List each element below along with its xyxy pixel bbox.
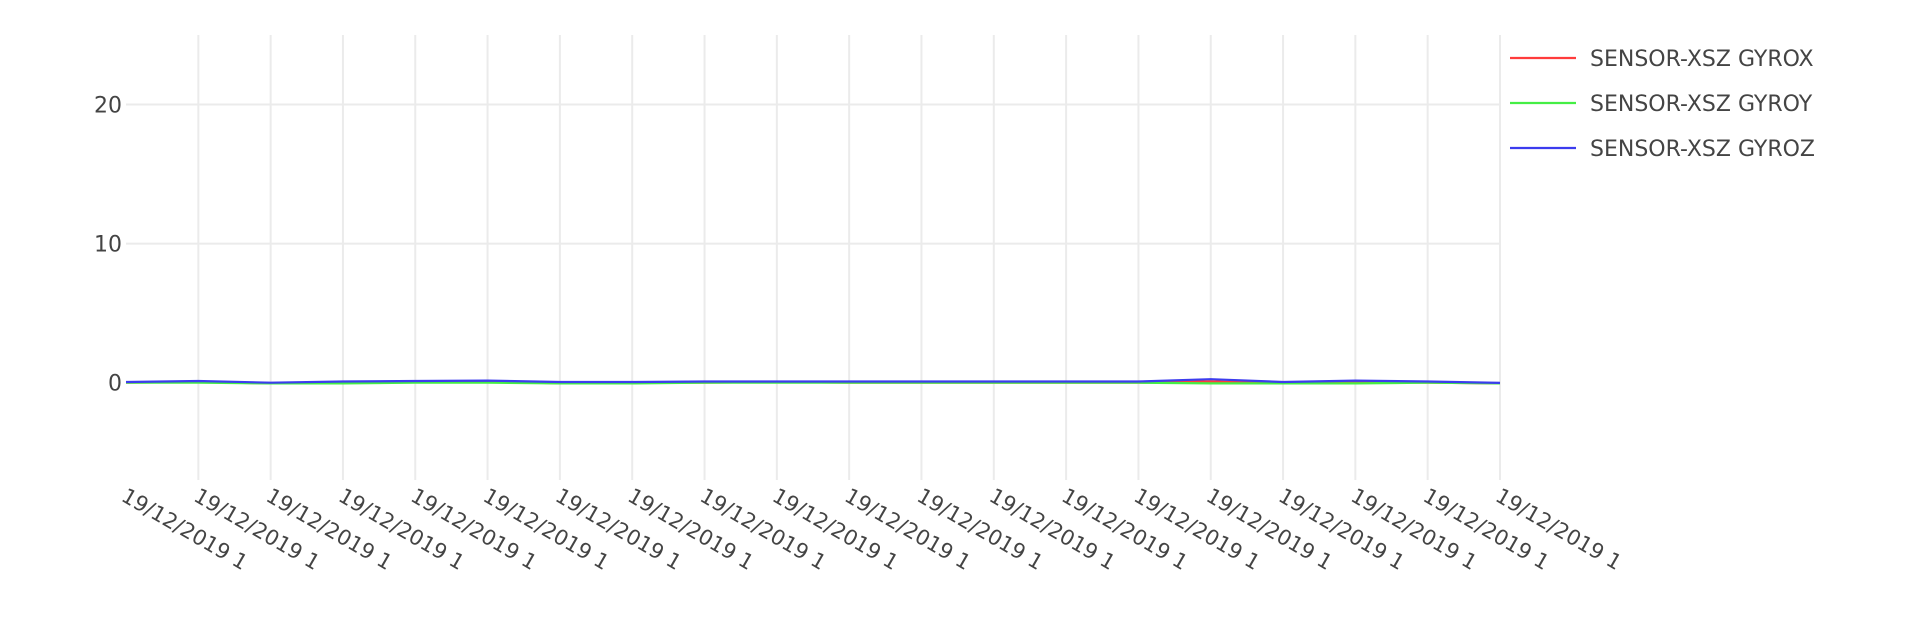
- series-line-2: [126, 381, 1501, 385]
- grid: [126, 35, 1501, 480]
- legend-label: SENSOR-XSZ GYROZ: [1590, 137, 1815, 162]
- y-tick-label: 20: [94, 94, 122, 119]
- y-tick-label: 10: [94, 233, 122, 258]
- legend[interactable]: SENSOR-XSZ GYROX SENSOR-XSZ GYROY SENSOR-X…: [1510, 47, 1815, 162]
- x-tick-label: 19/12/2019 1: [118, 484, 252, 575]
- series-lines: [125, 378, 1501, 385]
- series-line-3: [125, 378, 1501, 384]
- legend-item[interactable]: SENSOR-XSZ GYROZ: [1510, 137, 1815, 162]
- legend-label: SENSOR-XSZ GYROY: [1590, 92, 1813, 117]
- legend-item[interactable]: SENSOR-XSZ GYROY: [1510, 92, 1813, 117]
- x-axis-ticks: 19/12/2019 119/12/2019 119/12/2019 119/1…: [118, 484, 1626, 575]
- y-tick-label: 0: [108, 372, 122, 397]
- legend-item[interactable]: SENSOR-XSZ GYROX: [1510, 47, 1814, 72]
- y-axis-ticks: 0 10 20: [94, 94, 122, 397]
- legend-label: SENSOR-XSZ GYROX: [1590, 47, 1814, 72]
